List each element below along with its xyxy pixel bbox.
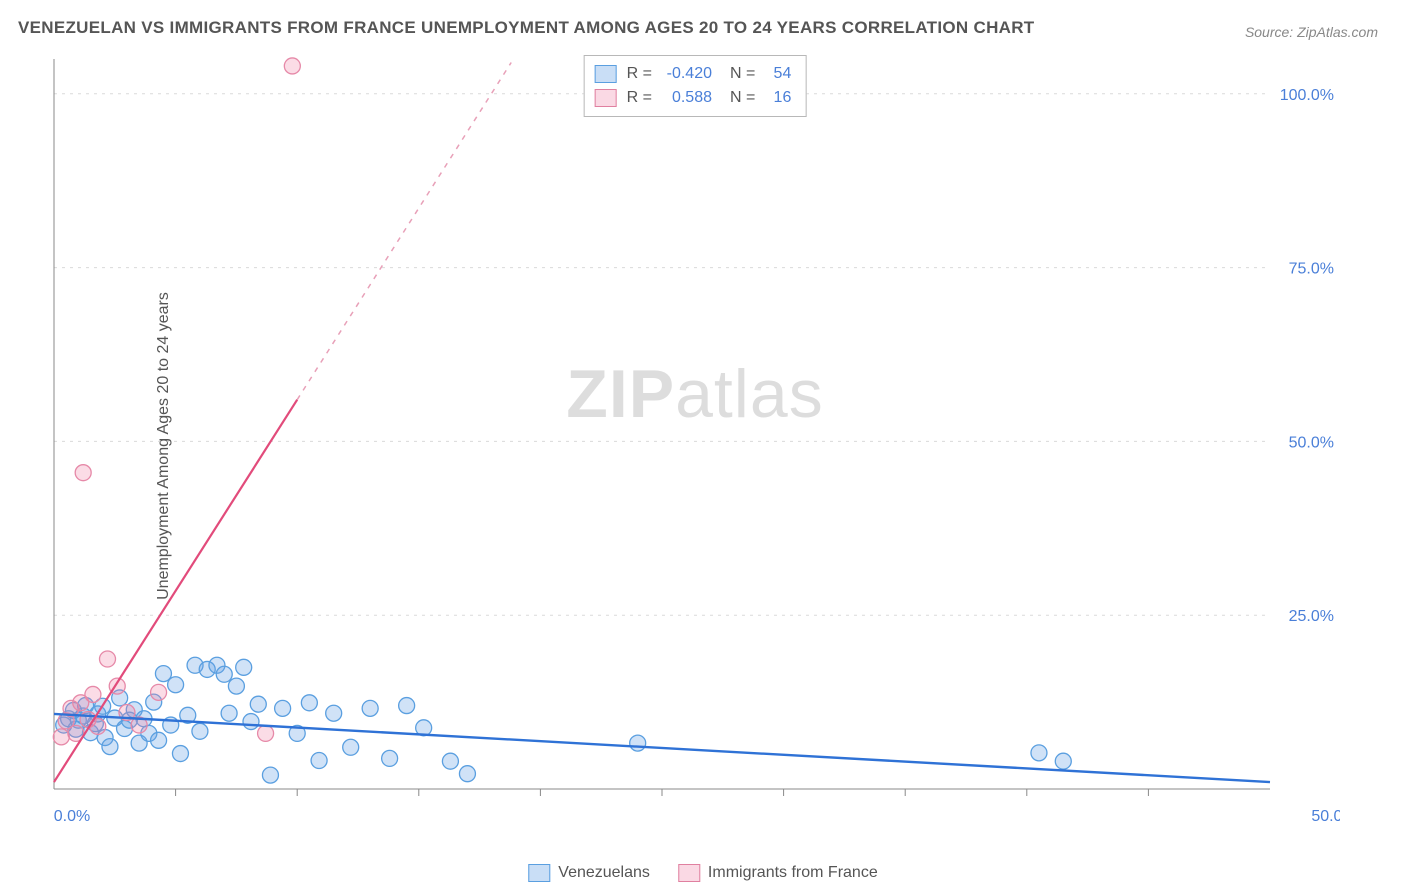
svg-text:50.0%: 50.0%	[1311, 808, 1340, 825]
source-label: Source: ZipAtlas.com	[1245, 24, 1378, 40]
r-value-blue: -0.420	[660, 62, 712, 86]
svg-text:75.0%: 75.0%	[1289, 261, 1334, 278]
r-label: R =	[627, 86, 652, 110]
swatch-blue-icon	[595, 65, 617, 83]
swatch-pink-icon	[678, 864, 700, 882]
stats-box: R = -0.420 N = 54 R = 0.588 N = 16	[584, 55, 807, 117]
r-label: R =	[627, 62, 652, 86]
legend-item-france: Immigrants from France	[678, 864, 878, 882]
n-label: N =	[730, 62, 755, 86]
chart-svg: 25.0% 50.0% 75.0% 100.0% 0.0% 50.0%	[50, 55, 1340, 825]
stats-row-blue: R = -0.420 N = 54	[595, 62, 792, 86]
swatch-blue-icon	[528, 864, 550, 882]
chart-title: VENEZUELAN VS IMMIGRANTS FROM FRANCE UNE…	[18, 18, 1034, 38]
svg-text:0.0%: 0.0%	[54, 808, 90, 825]
n-label: N =	[730, 86, 755, 110]
stats-row-pink: R = 0.588 N = 16	[595, 86, 792, 110]
plot-area: ZIPatlas 25.0%50.0%75.0%100.0%0.0%50.0% …	[50, 55, 1340, 825]
legend-item-venezuelans: Venezuelans	[528, 864, 650, 882]
legend-label: Venezuelans	[558, 864, 650, 882]
legend-label: Immigrants from France	[708, 864, 878, 882]
svg-text:50.0%: 50.0%	[1289, 434, 1334, 451]
n-value-pink: 16	[763, 86, 791, 110]
svg-text:100.0%: 100.0%	[1280, 87, 1334, 104]
swatch-pink-icon	[595, 89, 617, 107]
bottom-legend: Venezuelans Immigrants from France	[528, 864, 877, 882]
r-value-pink: 0.588	[660, 86, 712, 110]
n-value-blue: 54	[763, 62, 791, 86]
svg-text:25.0%: 25.0%	[1289, 608, 1334, 625]
